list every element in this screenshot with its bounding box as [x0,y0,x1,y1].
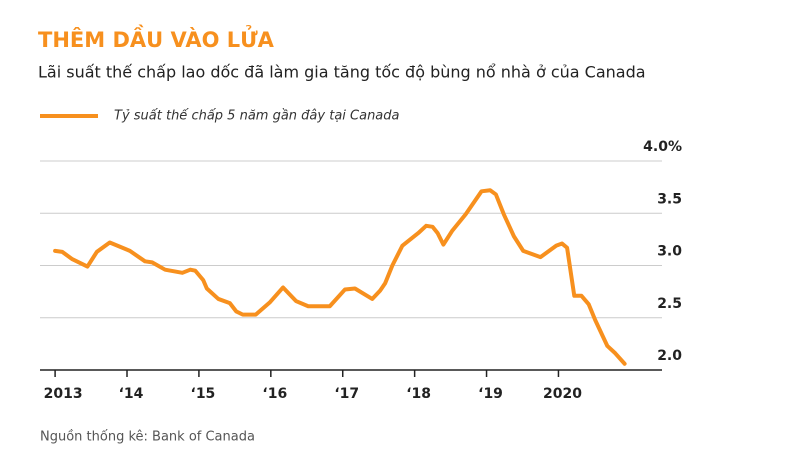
legend-label: Tỷ suất thế chấp 5 năm gần đây tại Canad… [114,109,400,124]
data-line [53,188,627,366]
x-tick-label: ‘18 [406,386,431,402]
x-tick-label: ‘14 [119,386,144,402]
x-tick-label: 2013 [44,386,83,402]
chart-subtitle: Lãi suất thế chấp lao dốc đã làm gia tăn… [38,63,646,82]
y-tick-label: 2.5 [657,296,682,312]
x-tick-label: ‘16 [262,386,287,402]
x-tick-label: ‘15 [191,386,216,402]
y-tick-label: 3.0 [657,244,682,260]
y-tick-label: 3.5 [657,191,682,207]
y-tick-label: 4.0% [643,139,682,155]
source: Nguồn thống kê: Bank of Canada [40,430,255,445]
chart-title: THÊM DẦU VÀO LỬA [38,24,275,52]
y-tick-label: 2.0 [657,348,682,364]
x-tick-label: 2020 [543,386,582,402]
x-tick-label: ‘17 [334,386,359,402]
x-tick-label: ‘19 [478,386,503,402]
